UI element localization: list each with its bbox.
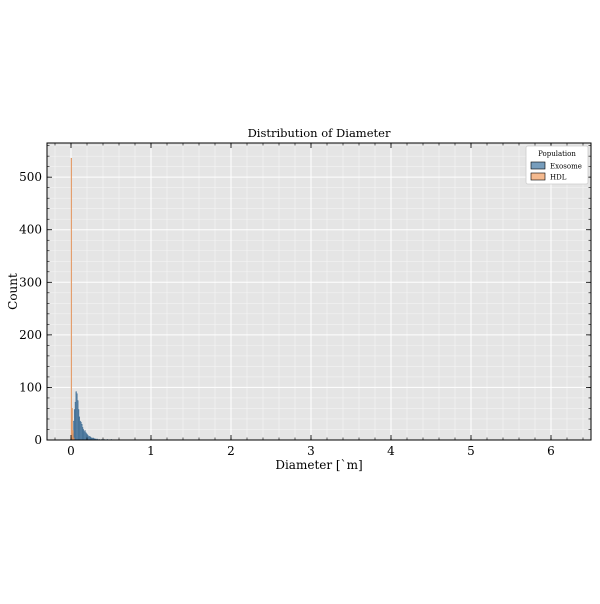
x-axis-title: Diameter [`m] — [275, 458, 362, 472]
x-tick-label: 6 — [547, 444, 555, 458]
y-tick-label: 100 — [19, 380, 42, 394]
chart-title: Distribution of Diameter — [248, 126, 391, 140]
x-tick-label: 5 — [467, 444, 475, 458]
x-tick-label: 0 — [67, 444, 75, 458]
x-tick-label: 3 — [307, 444, 315, 458]
legend-swatch-exosome — [530, 161, 546, 170]
legend-swatch-hdl — [530, 172, 546, 181]
y-tick-label: 0 — [34, 433, 42, 447]
legend-items: Exosome HDL — [530, 161, 582, 182]
y-tick-label: 400 — [19, 223, 42, 237]
y-tick-label: 500 — [19, 170, 42, 184]
legend: Population Exosome HDL — [525, 145, 589, 185]
legend-title: Population — [538, 150, 576, 158]
histogram-bar — [70, 158, 72, 441]
y-tick-label: 200 — [19, 328, 42, 342]
plot-frame — [46, 142, 592, 441]
legend-label: HDL — [550, 174, 567, 182]
legend-label: Exosome — [550, 163, 582, 171]
x-tick-label: 2 — [227, 444, 235, 458]
x-tick-label: 4 — [387, 444, 395, 458]
x-tick-label: 1 — [147, 444, 155, 458]
y-tick-label: 300 — [19, 275, 42, 289]
plot-area — [47, 143, 591, 440]
y-axis-title: Count — [6, 273, 20, 310]
